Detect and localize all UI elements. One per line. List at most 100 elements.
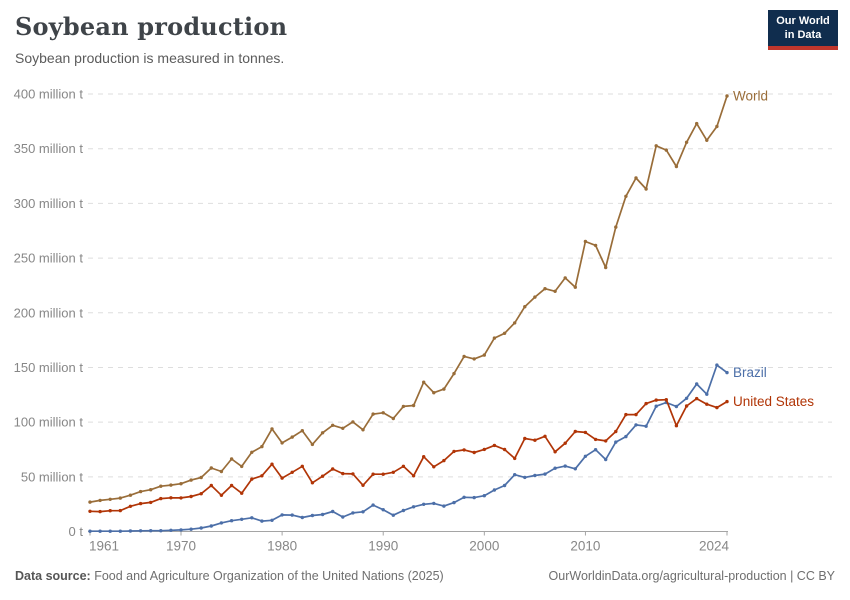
data-point xyxy=(310,442,315,447)
x-axis-tick-label: 2000 xyxy=(469,539,499,554)
data-point xyxy=(644,424,648,428)
data-point xyxy=(341,515,345,519)
series-label-world: World xyxy=(733,88,768,103)
data-point xyxy=(381,411,385,415)
data-point xyxy=(502,331,507,335)
data-point xyxy=(159,484,163,488)
x-axis-tick-label: 1970 xyxy=(166,539,196,554)
data-point xyxy=(371,412,375,416)
data-point xyxy=(391,416,395,421)
data-source-label: Data source: xyxy=(15,569,91,583)
data-point xyxy=(411,403,416,408)
page-title: Soybean production xyxy=(15,12,288,41)
data-point xyxy=(118,529,123,533)
data-point xyxy=(513,456,517,461)
owid-logo[interactable]: Our World in Data xyxy=(768,10,838,50)
data-point xyxy=(442,458,446,463)
data-point xyxy=(98,498,102,503)
data-point xyxy=(422,502,426,506)
data-point xyxy=(462,448,466,452)
data-point xyxy=(361,510,365,514)
data-point xyxy=(533,295,537,299)
data-point xyxy=(422,455,426,459)
data-point xyxy=(351,420,355,424)
data-point xyxy=(452,500,456,505)
data-point xyxy=(108,529,112,533)
data-point xyxy=(593,243,598,248)
data-point xyxy=(442,504,446,508)
data-point xyxy=(593,437,598,442)
chart-subtitle: Soybean production is measured in tonnes… xyxy=(15,50,285,66)
data-point xyxy=(715,405,719,410)
data-point xyxy=(614,225,618,229)
data-point xyxy=(705,138,709,142)
owid-logo-line2: in Data xyxy=(784,29,822,42)
data-point xyxy=(391,513,395,517)
data-point xyxy=(674,164,679,169)
data-point xyxy=(361,483,365,487)
data-point xyxy=(260,474,264,478)
data-point xyxy=(604,439,608,443)
series-label-brazil: Brazil xyxy=(733,365,767,380)
data-point xyxy=(149,529,153,533)
data-point xyxy=(705,392,709,396)
data-point xyxy=(320,474,325,478)
data-point xyxy=(300,429,304,433)
data-point xyxy=(492,488,497,492)
data-point xyxy=(250,477,254,481)
data-point xyxy=(654,398,658,402)
data-point xyxy=(472,495,476,500)
data-point xyxy=(209,524,213,528)
data-point xyxy=(331,509,335,514)
data-point xyxy=(684,396,689,400)
data-point xyxy=(98,509,102,514)
data-point xyxy=(331,423,335,427)
data-point xyxy=(300,464,304,468)
y-axis-tick-label: 50 million t xyxy=(21,469,84,484)
data-point xyxy=(654,404,658,408)
x-axis-tick-label: 1990 xyxy=(368,539,398,554)
data-point xyxy=(695,121,699,126)
data-point xyxy=(240,464,244,469)
series-line-united-states xyxy=(89,397,728,513)
data-point xyxy=(341,471,345,476)
data-point xyxy=(634,176,638,180)
data-point xyxy=(229,457,234,461)
y-axis-tick-label: 400 million t xyxy=(14,87,84,102)
data-point xyxy=(270,427,274,431)
data-point xyxy=(533,438,537,442)
series-line-world xyxy=(89,95,728,503)
data-point xyxy=(472,450,476,455)
x-axis-tick-label: 2010 xyxy=(570,539,600,554)
data-point xyxy=(88,509,92,513)
data-point xyxy=(502,447,507,452)
data-point xyxy=(209,483,213,488)
data-point xyxy=(563,441,567,445)
data-point xyxy=(351,511,355,515)
line-chart-canvas[interactable]: 0 t 50 million t 100 million t 150 million … xyxy=(0,0,850,560)
data-point xyxy=(290,470,294,474)
data-point xyxy=(88,529,92,533)
data-point xyxy=(361,428,365,432)
data-point xyxy=(674,424,679,428)
data-point xyxy=(695,382,699,386)
y-axis-tick-label: 300 million t xyxy=(14,196,84,211)
data-point xyxy=(280,476,284,480)
data-point xyxy=(614,440,618,444)
owid-link[interactable]: OurWorldinData.org/agricultural-producti… xyxy=(548,569,835,583)
data-point xyxy=(725,399,729,404)
data-point xyxy=(199,475,203,480)
data-point xyxy=(219,521,224,525)
data-point xyxy=(401,404,406,409)
data-point xyxy=(401,464,406,468)
data-point xyxy=(260,444,264,449)
data-point xyxy=(138,489,143,494)
data-point xyxy=(280,441,284,445)
data-point xyxy=(432,501,436,506)
data-point xyxy=(108,509,112,513)
data-point xyxy=(715,124,719,129)
data-point xyxy=(573,285,577,289)
data-point xyxy=(492,443,497,448)
data-point xyxy=(270,518,274,522)
